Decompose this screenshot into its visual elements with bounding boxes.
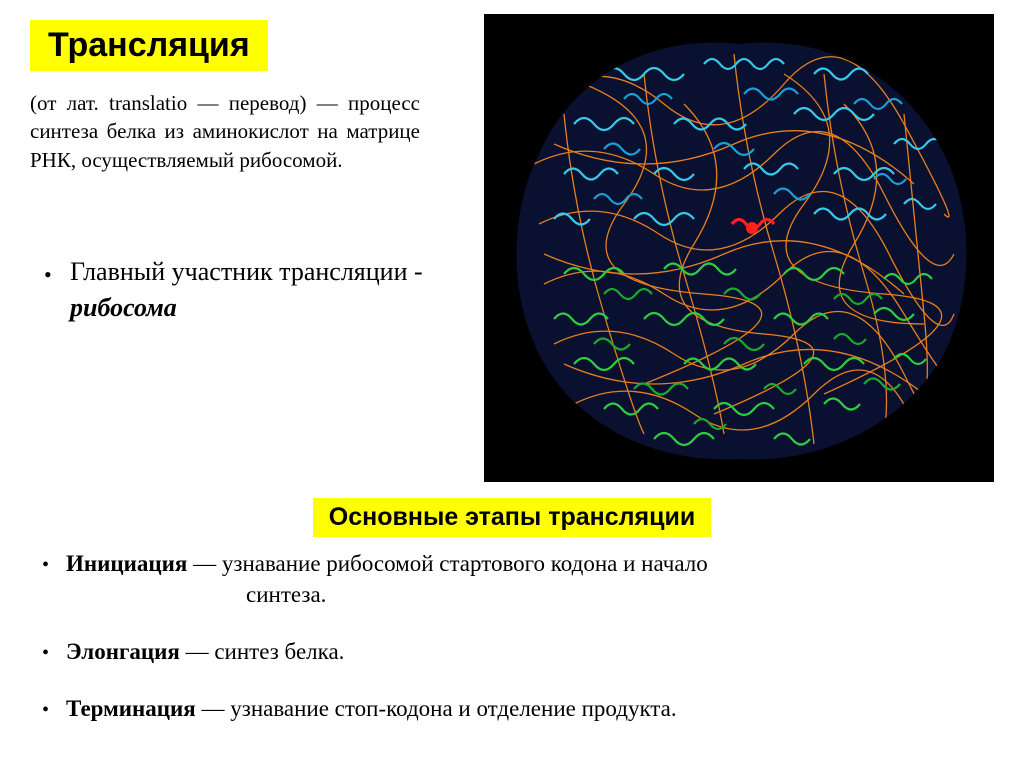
subheading-wrap: Основные этапы трансляции bbox=[0, 498, 1024, 537]
bullet-icon: • bbox=[42, 640, 49, 667]
step-desc: — узнавание стоп-кодона и отделение прод… bbox=[196, 696, 677, 721]
main-point-text: Главный участник трансляции - bbox=[70, 257, 423, 286]
slide-title: Трансляция bbox=[30, 20, 268, 71]
bullet-icon: • bbox=[42, 697, 49, 724]
step-termination: • Терминация — узнавание стоп-кодона и о… bbox=[30, 693, 990, 724]
ribosome-structure-icon bbox=[484, 14, 994, 482]
subheading: Основные этапы трансляции bbox=[313, 498, 711, 537]
main-point: • Главный участник трансляции - рибосома bbox=[30, 254, 430, 327]
ribosome-figure bbox=[484, 14, 994, 482]
step-desc: — синтез белка. bbox=[180, 639, 345, 664]
bullet-icon: • bbox=[44, 260, 52, 291]
step-elongation: • Элонгация — синтез белка. bbox=[30, 636, 990, 667]
main-point-em: рибосома bbox=[70, 293, 177, 322]
step-term: Инициация bbox=[66, 551, 187, 576]
step-term: Элонгация bbox=[66, 639, 180, 664]
steps-list: • Инициация — узнавание рибосомой старто… bbox=[30, 548, 990, 750]
bullet-icon: • bbox=[42, 552, 49, 579]
step-initiation: • Инициация — узнавание рибосомой старто… bbox=[30, 548, 990, 610]
step-term: Терминация bbox=[66, 696, 196, 721]
step-cont: синтеза. bbox=[66, 579, 990, 610]
step-desc: — узнавание рибосомой стартового кодона … bbox=[187, 551, 707, 576]
slide: Трансляция (от лат. translatio — перевод… bbox=[0, 0, 1024, 768]
definition-text: (от лат. translatio — перевод) — процесс… bbox=[30, 89, 420, 174]
